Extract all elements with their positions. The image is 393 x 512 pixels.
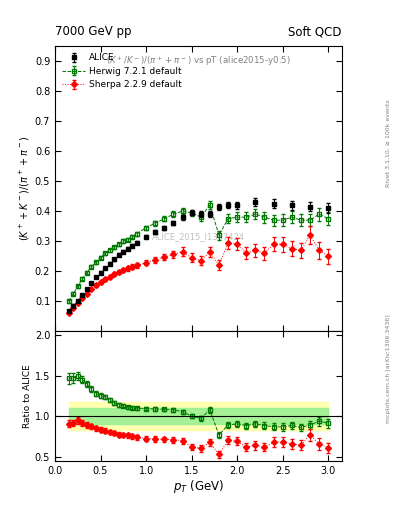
Text: ALICE_2015_I1357424: ALICE_2015_I1357424: [152, 232, 245, 242]
Y-axis label: Ratio to ALICE: Ratio to ALICE: [23, 364, 32, 428]
X-axis label: $p_T$ (GeV): $p_T$ (GeV): [173, 478, 224, 496]
Text: 7000 GeV pp: 7000 GeV pp: [55, 26, 132, 38]
Text: Soft QCD: Soft QCD: [288, 26, 342, 38]
Text: $(K^+/K^-)/(\pi^++\pi^-)$ vs pT (alice2015-y0.5): $(K^+/K^-)/(\pi^++\pi^-)$ vs pT (alice20…: [106, 55, 291, 68]
Y-axis label: $(K^+ + K^-)/(\pi^+ + \pi^-)$: $(K^+ + K^-)/(\pi^+ + \pi^-)$: [18, 136, 32, 241]
Legend: ALICE, Herwig 7.2.1 default, Sherpa 2.2.9 default: ALICE, Herwig 7.2.1 default, Sherpa 2.2.…: [59, 51, 185, 92]
Text: Rivet 3.1.10, ≥ 100k events: Rivet 3.1.10, ≥ 100k events: [386, 99, 391, 187]
Text: mcplots.cern.ch [arXiv:1306.3436]: mcplots.cern.ch [arXiv:1306.3436]: [386, 314, 391, 423]
